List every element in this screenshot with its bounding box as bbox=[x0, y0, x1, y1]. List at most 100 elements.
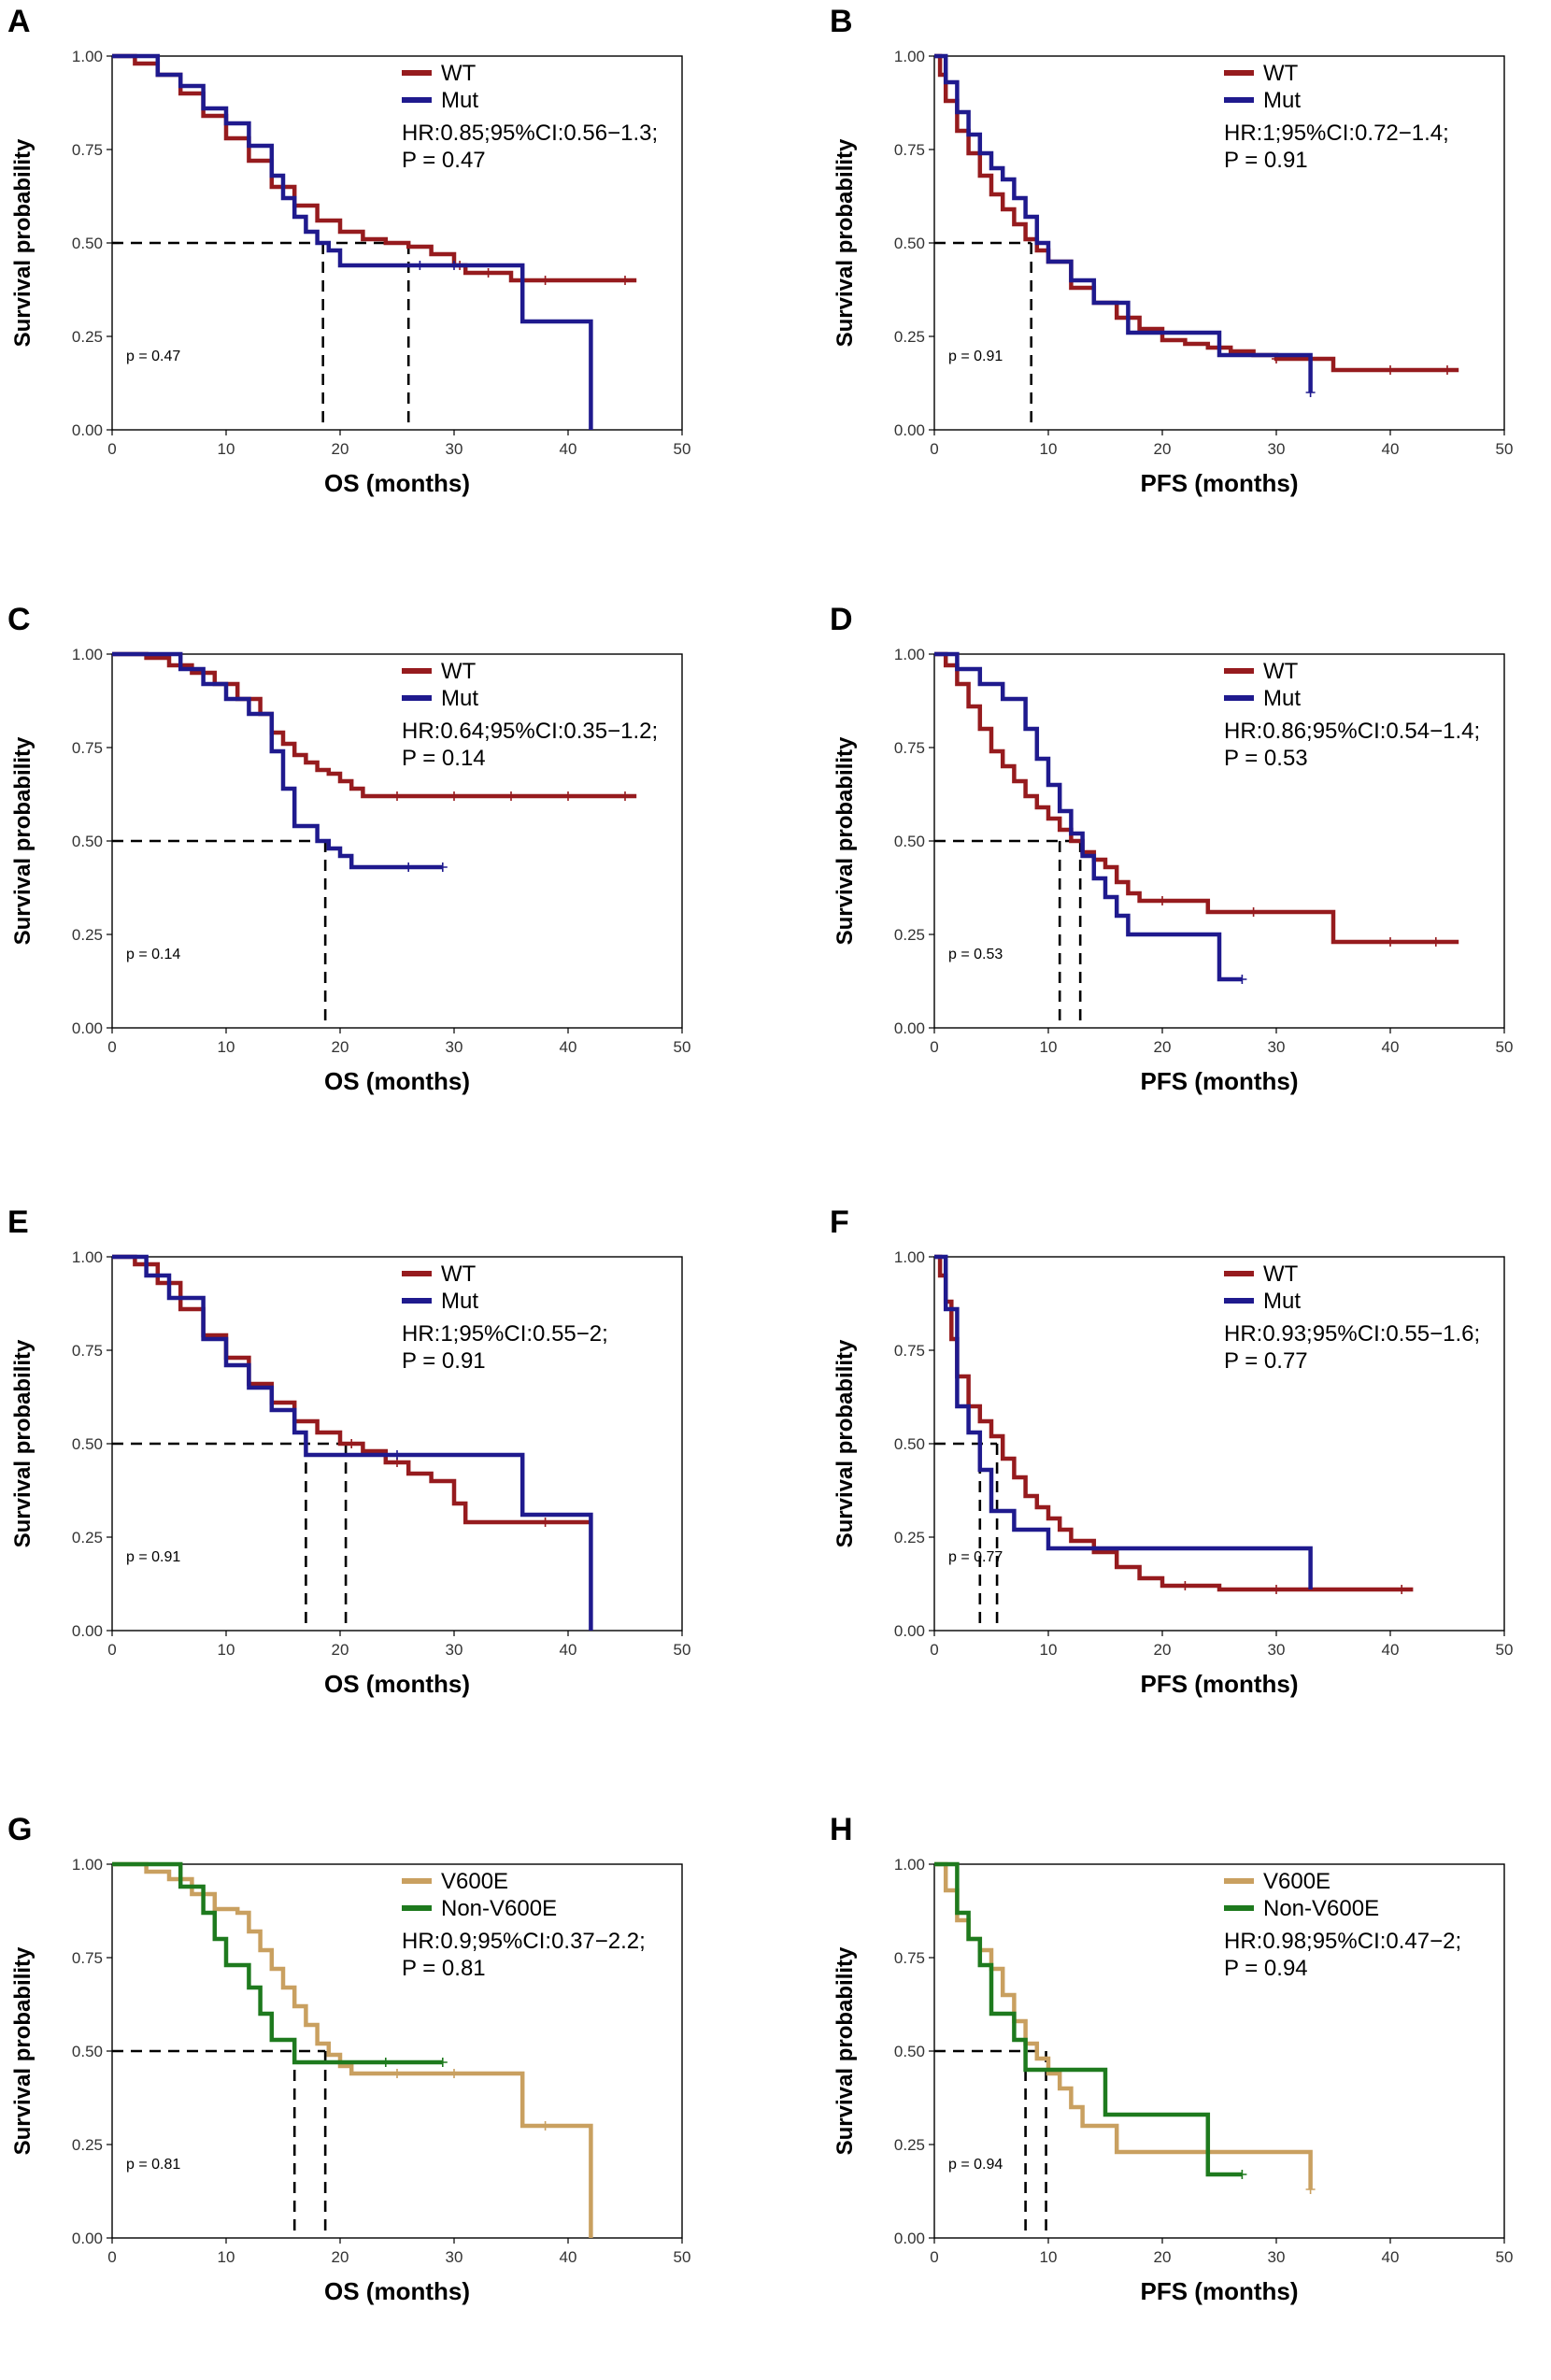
y-tick-label: 0.75 bbox=[72, 141, 103, 159]
censor-mark bbox=[620, 276, 630, 285]
x-axis-title: PFS (months) bbox=[1141, 2277, 1299, 2305]
x-axis-title: OS (months) bbox=[324, 469, 470, 497]
km-chart: H 0.00 0.25 0.50 0.75 1.00 0 10 20 30 40 50 PFS (mon… bbox=[830, 1812, 1513, 2305]
censor-mark bbox=[1305, 388, 1316, 397]
censor-mark bbox=[347, 1439, 357, 1448]
hazard-ratio-text: P = 0.94 bbox=[1224, 1956, 1308, 1981]
x-tick-label: 40 bbox=[560, 440, 577, 458]
y-axis-title: Survival probability bbox=[832, 1339, 858, 1547]
legend-label: Non-V600E bbox=[441, 1896, 557, 1921]
x-tick-label: 0 bbox=[107, 440, 116, 458]
survival-curve-wt bbox=[112, 1254, 591, 1525]
y-tick-label: 1.00 bbox=[894, 1248, 925, 1266]
censor-mark bbox=[1386, 365, 1395, 375]
survival-curve-mut bbox=[934, 651, 1243, 982]
hazard-ratio-text: HR:0.93;95%CI:0.55−1.6; bbox=[1224, 1321, 1480, 1347]
hazard-ratio-text: HR:1;95%CI:0.55−2; bbox=[402, 1321, 608, 1347]
km-chart: E 0.00 0.25 0.50 0.75 1.00 0 10 20 30 40 50 OS (mont… bbox=[7, 1204, 691, 1698]
y-tick-label: 0.75 bbox=[72, 1949, 103, 1967]
censor-mark bbox=[1443, 365, 1452, 375]
x-tick-label: 50 bbox=[674, 2248, 691, 2266]
censor-mark bbox=[449, 791, 459, 801]
p-value-annotation: p = 0.94 bbox=[948, 2157, 1003, 2173]
survival-curve-non-v600e bbox=[112, 1861, 443, 2065]
censor-mark bbox=[1386, 937, 1395, 947]
y-tick-label: 0.50 bbox=[894, 833, 925, 850]
x-tick-label: 20 bbox=[332, 440, 349, 458]
x-tick-label: 0 bbox=[930, 1038, 938, 1056]
panel-c: C 0.00 0.25 0.50 0.75 1.00 0 10 20 30 40 50 OS (mont… bbox=[0, 598, 747, 1159]
y-tick-label: 0.00 bbox=[894, 2230, 925, 2247]
x-tick-label: 40 bbox=[1382, 1641, 1400, 1659]
x-tick-label: 10 bbox=[1040, 1641, 1058, 1659]
p-value-annotation: p = 0.77 bbox=[948, 1549, 1003, 1565]
y-axis-title: Survival probability bbox=[832, 138, 858, 347]
hazard-ratio-text: P = 0.14 bbox=[402, 746, 486, 771]
panel-label: H bbox=[830, 1812, 853, 1847]
legend-label: V600E bbox=[1263, 1869, 1330, 1894]
censor-mark bbox=[415, 261, 425, 270]
y-tick-label: 0.00 bbox=[894, 1019, 925, 1037]
y-axis-title: Survival probability bbox=[10, 1946, 36, 2155]
x-tick-label: 50 bbox=[674, 1038, 691, 1056]
x-tick-label: 20 bbox=[332, 1038, 349, 1056]
panel-label: G bbox=[7, 1812, 32, 1847]
survival-curve-wt bbox=[934, 651, 1459, 945]
survival-curve-wt bbox=[112, 53, 637, 283]
x-tick-label: 10 bbox=[1040, 440, 1058, 458]
censor-mark bbox=[506, 791, 516, 801]
legend-label: WT bbox=[441, 61, 477, 86]
panel-b: B 0.00 0.25 0.50 0.75 1.00 0 10 20 30 40 50 PFS (mon… bbox=[822, 0, 1551, 561]
legend-label: WT bbox=[441, 659, 477, 684]
survival-curve-mut bbox=[112, 53, 593, 430]
x-tick-label: 20 bbox=[1154, 2248, 1172, 2266]
plot-frame bbox=[933, 1256, 1505, 1632]
p-value-annotation: p = 0.14 bbox=[126, 947, 180, 962]
x-axis-title: PFS (months) bbox=[1141, 1067, 1299, 1095]
x-tick-label: 20 bbox=[1154, 440, 1172, 458]
legend-label: Mut bbox=[441, 88, 478, 113]
x-tick-label: 20 bbox=[332, 1641, 349, 1659]
censor-mark bbox=[563, 791, 573, 801]
km-chart: C 0.00 0.25 0.50 0.75 1.00 0 10 20 30 40 50 OS (mont… bbox=[7, 602, 691, 1095]
censor-mark bbox=[1430, 937, 1441, 947]
x-tick-label: 30 bbox=[1268, 1038, 1286, 1056]
x-tick-label: 0 bbox=[107, 2248, 116, 2266]
km-chart: G 0.00 0.25 0.50 0.75 1.00 0 10 20 30 40 50 OS (mont… bbox=[7, 1812, 691, 2305]
y-tick-label: 0.25 bbox=[72, 328, 103, 346]
y-axis-title: Survival probability bbox=[832, 1946, 858, 2155]
y-tick-label: 0.00 bbox=[894, 1622, 925, 1640]
x-tick-label: 20 bbox=[332, 2248, 349, 2266]
x-tick-label: 10 bbox=[218, 2248, 235, 2266]
y-tick-label: 0.25 bbox=[72, 2136, 103, 2154]
censor-mark bbox=[437, 862, 448, 872]
hazard-ratio-text: P = 0.77 bbox=[1224, 1348, 1308, 1374]
x-tick-label: 30 bbox=[1268, 1641, 1286, 1659]
x-tick-label: 10 bbox=[1040, 1038, 1058, 1056]
x-tick-label: 40 bbox=[560, 2248, 577, 2266]
censor-mark bbox=[1397, 1585, 1407, 1594]
legend-label: Non-V600E bbox=[1263, 1896, 1379, 1921]
y-axis-title: Survival probability bbox=[10, 1339, 36, 1547]
y-tick-label: 0.75 bbox=[72, 739, 103, 757]
hazard-ratio-text: HR:0.86;95%CI:0.54−1.4; bbox=[1224, 719, 1480, 744]
p-value-annotation: p = 0.47 bbox=[126, 349, 180, 364]
y-tick-label: 1.00 bbox=[894, 1856, 925, 1874]
panel-g: G 0.00 0.25 0.50 0.75 1.00 0 10 20 30 40 50 OS (mont… bbox=[0, 1808, 747, 2369]
y-axis-title: Survival probability bbox=[832, 736, 858, 945]
y-tick-label: 0.25 bbox=[894, 1529, 925, 1546]
x-tick-label: 30 bbox=[446, 440, 463, 458]
censor-mark bbox=[1158, 896, 1167, 905]
legend-label: WT bbox=[441, 1261, 477, 1287]
x-tick-label: 50 bbox=[674, 1641, 691, 1659]
survival-curve-wt bbox=[934, 53, 1459, 373]
y-tick-label: 0.50 bbox=[72, 235, 103, 252]
survival-curve-mut bbox=[934, 1254, 1313, 1589]
p-value-annotation: p = 0.81 bbox=[126, 2157, 180, 2173]
censor-mark bbox=[540, 276, 550, 285]
km-chart: F 0.00 0.25 0.50 0.75 1.00 0 10 20 30 40 50 PFS (mon… bbox=[830, 1204, 1513, 1698]
panel-e: E 0.00 0.25 0.50 0.75 1.00 0 10 20 30 40 50 OS (mont… bbox=[0, 1201, 747, 1761]
x-tick-label: 10 bbox=[1040, 2248, 1058, 2266]
x-tick-label: 30 bbox=[1268, 440, 1286, 458]
y-tick-label: 0.25 bbox=[894, 328, 925, 346]
